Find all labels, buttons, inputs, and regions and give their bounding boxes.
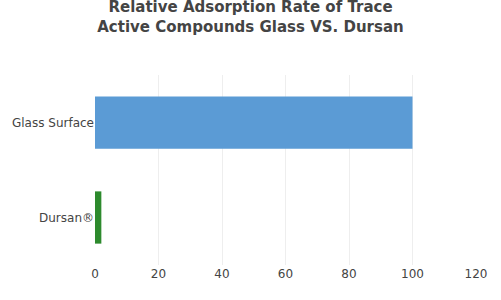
svg-text:40: 40 <box>214 267 229 281</box>
svg-text:60: 60 <box>278 267 293 281</box>
svg-text:80: 80 <box>341 267 356 281</box>
svg-text:100: 100 <box>401 267 424 281</box>
svg-text:120: 120 <box>465 267 488 281</box>
svg-text:0: 0 <box>91 267 99 281</box>
svg-text:20: 20 <box>151 267 166 281</box>
svg-text:Relative Adsorption Rate of Tr: Relative Adsorption Rate of TraceActive … <box>97 0 403 36</box>
svg-text:Dursan®: Dursan® <box>39 211 94 225</box>
svg-text:Glass Surface: Glass Surface <box>12 116 94 130</box>
